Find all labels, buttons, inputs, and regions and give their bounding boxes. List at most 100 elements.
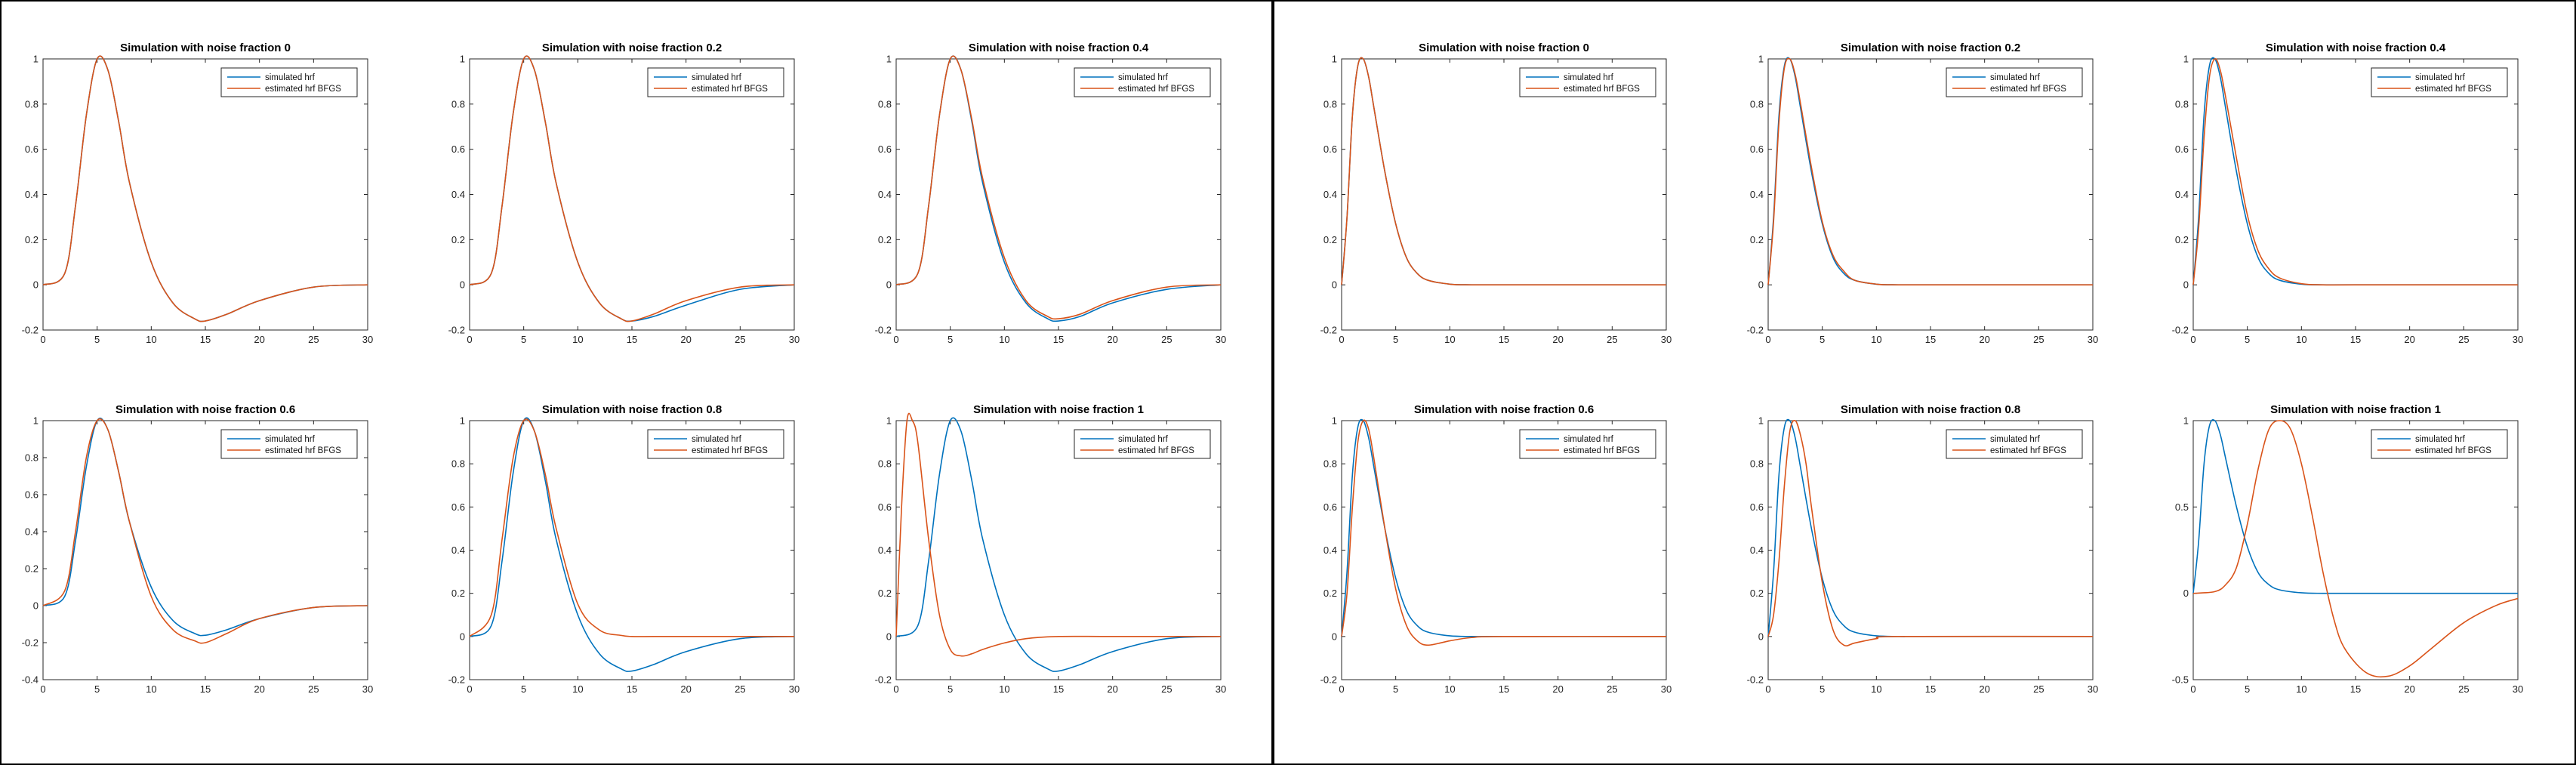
y-tick-label: 0.6 xyxy=(1750,143,1764,155)
y-tick-label: 0.2 xyxy=(878,588,892,599)
y-tick-label: 1 xyxy=(460,415,465,427)
legend: simulated hrf estimated hrf BFGS xyxy=(220,429,358,459)
x-tick-label: 5 xyxy=(94,334,100,345)
x-tick-label: 10 xyxy=(572,334,583,345)
y-tick-label: 0.2 xyxy=(2175,234,2189,245)
x-tick-label: 25 xyxy=(2033,683,2044,695)
axes-box xyxy=(42,58,368,331)
x-tick-label: 20 xyxy=(1979,683,1989,695)
y-tick-label: 0.8 xyxy=(1323,458,1337,470)
y-tick-label: 0.8 xyxy=(1323,98,1337,110)
legend-entry: estimated hrf BFGS xyxy=(265,85,341,94)
y-tick-label: 1 xyxy=(1332,415,1337,427)
legend: simulated hrf estimated hrf BFGS xyxy=(1519,429,1656,459)
legend: simulated hrf estimated hrf BFGS xyxy=(647,429,784,459)
y-tick-label: 0.4 xyxy=(451,189,465,200)
legend-entry: simulated hrf xyxy=(1118,435,1169,444)
x-tick-label: 30 xyxy=(789,683,800,695)
series-line-simulated-hrf xyxy=(895,417,1222,672)
y-tick-label: 0.6 xyxy=(1323,501,1337,513)
x-tick-label: 25 xyxy=(735,683,745,695)
legend-entry: simulated hrf xyxy=(2415,435,2466,444)
y-tick-label: 0.8 xyxy=(25,98,39,110)
x-tick-label: 15 xyxy=(627,334,637,345)
x-tick-label: 30 xyxy=(2513,683,2523,695)
x-tick-label: 5 xyxy=(521,334,526,345)
y-tick-label: 0.8 xyxy=(25,452,39,464)
legend-box xyxy=(1519,67,1656,97)
x-tick-label: 20 xyxy=(1552,334,1563,345)
y-tick-label: 0.6 xyxy=(2175,143,2189,155)
legend-entry: simulated hrf xyxy=(1990,435,2041,444)
x-tick-label: 25 xyxy=(2458,683,2469,695)
series-line-simulated-hrf xyxy=(42,418,368,637)
series-line-estimated-hrf-bfgs xyxy=(895,412,1221,657)
x-tick-label: 10 xyxy=(1871,683,1881,695)
series-line-estimated-hrf-bfgs xyxy=(1341,57,1666,286)
legend-box xyxy=(2371,429,2508,459)
y-tick-label: 0 xyxy=(460,279,465,291)
legend-box xyxy=(1519,429,1656,459)
series-line-simulated-hrf xyxy=(1341,418,1666,637)
x-tick-label: 30 xyxy=(789,334,800,345)
y-tick-label: -0.2 xyxy=(22,325,39,336)
legend-entry: simulated hrf xyxy=(692,435,742,444)
legend: simulated hrf estimated hrf BFGS xyxy=(1074,429,1211,459)
x-tick-label: 15 xyxy=(1053,683,1064,695)
y-tick-label: 0.4 xyxy=(1750,544,1764,556)
y-tick-label: -0.5 xyxy=(2172,674,2189,686)
legend-entry: estimated hrf BFGS xyxy=(2415,85,2491,94)
x-tick-label: 5 xyxy=(94,683,100,695)
legend-entry: simulated hrf xyxy=(2415,73,2466,82)
y-tick-label: -0.2 xyxy=(875,674,892,686)
y-tick-label: 0.2 xyxy=(25,234,39,245)
x-tick-label: 30 xyxy=(1216,334,1226,345)
y-tick-label: -0.2 xyxy=(2172,325,2189,336)
series-line-estimated-hrf-bfgs xyxy=(42,55,368,322)
y-tick-label: -0.4 xyxy=(22,674,39,686)
y-tick-label: 0 xyxy=(886,279,892,291)
y-tick-label: 1 xyxy=(460,54,465,65)
x-tick-label: 5 xyxy=(1820,683,1825,695)
y-tick-label: 0.4 xyxy=(878,544,892,556)
y-tick-label: 0.4 xyxy=(2175,189,2189,200)
x-tick-label: 15 xyxy=(1925,334,1936,345)
x-tick-label: 0 xyxy=(1339,683,1344,695)
y-tick-label: 1 xyxy=(2183,54,2189,65)
x-tick-label: 5 xyxy=(2245,683,2250,695)
y-tick-label: 0.2 xyxy=(1750,234,1764,245)
subplot-left-5: Simulation with noise fraction 10 5 10 15 20… xyxy=(875,403,1227,695)
x-tick-label: 30 xyxy=(1661,334,1672,345)
x-tick-label: 20 xyxy=(1107,334,1117,345)
legend-box xyxy=(220,67,358,97)
x-tick-label: 0 xyxy=(2190,683,2195,695)
y-tick-label: 1 xyxy=(886,415,892,427)
y-tick-label: 0.4 xyxy=(1750,189,1764,200)
x-tick-label: 5 xyxy=(1393,334,1398,345)
x-tick-label: 15 xyxy=(2350,683,2361,695)
axes-box xyxy=(895,420,1222,680)
subplot-right-10: Simulation with noise fraction 0.80 5 10 15… xyxy=(1747,403,2099,695)
x-tick-label: 20 xyxy=(680,334,691,345)
y-tick-label: 0.8 xyxy=(451,458,465,470)
x-tick-label: 10 xyxy=(999,683,1009,695)
x-tick-label: 0 xyxy=(1339,334,1344,345)
y-tick-label: 0.2 xyxy=(878,234,892,245)
y-tick-label: 0.2 xyxy=(451,234,465,245)
series-line-simulated-hrf xyxy=(469,417,795,672)
series-line-estimated-hrf-bfgs xyxy=(2192,420,2519,678)
y-tick-label: 0.2 xyxy=(1323,234,1337,245)
y-tick-label: 0.4 xyxy=(451,544,465,556)
x-tick-label: 20 xyxy=(2404,334,2414,345)
right-figure-frame xyxy=(1273,0,2576,765)
x-tick-label: 30 xyxy=(1661,683,1672,695)
x-tick-label: 0 xyxy=(893,683,898,695)
x-tick-label: 5 xyxy=(948,683,953,695)
x-tick-label: 15 xyxy=(1499,683,1509,695)
y-tick-label: 0.5 xyxy=(2175,501,2189,513)
y-tick-label: 0.4 xyxy=(25,526,39,538)
y-tick-label: 0.2 xyxy=(1750,588,1764,599)
axes-box xyxy=(42,420,368,680)
series-line-estimated-hrf-bfgs xyxy=(469,418,794,637)
